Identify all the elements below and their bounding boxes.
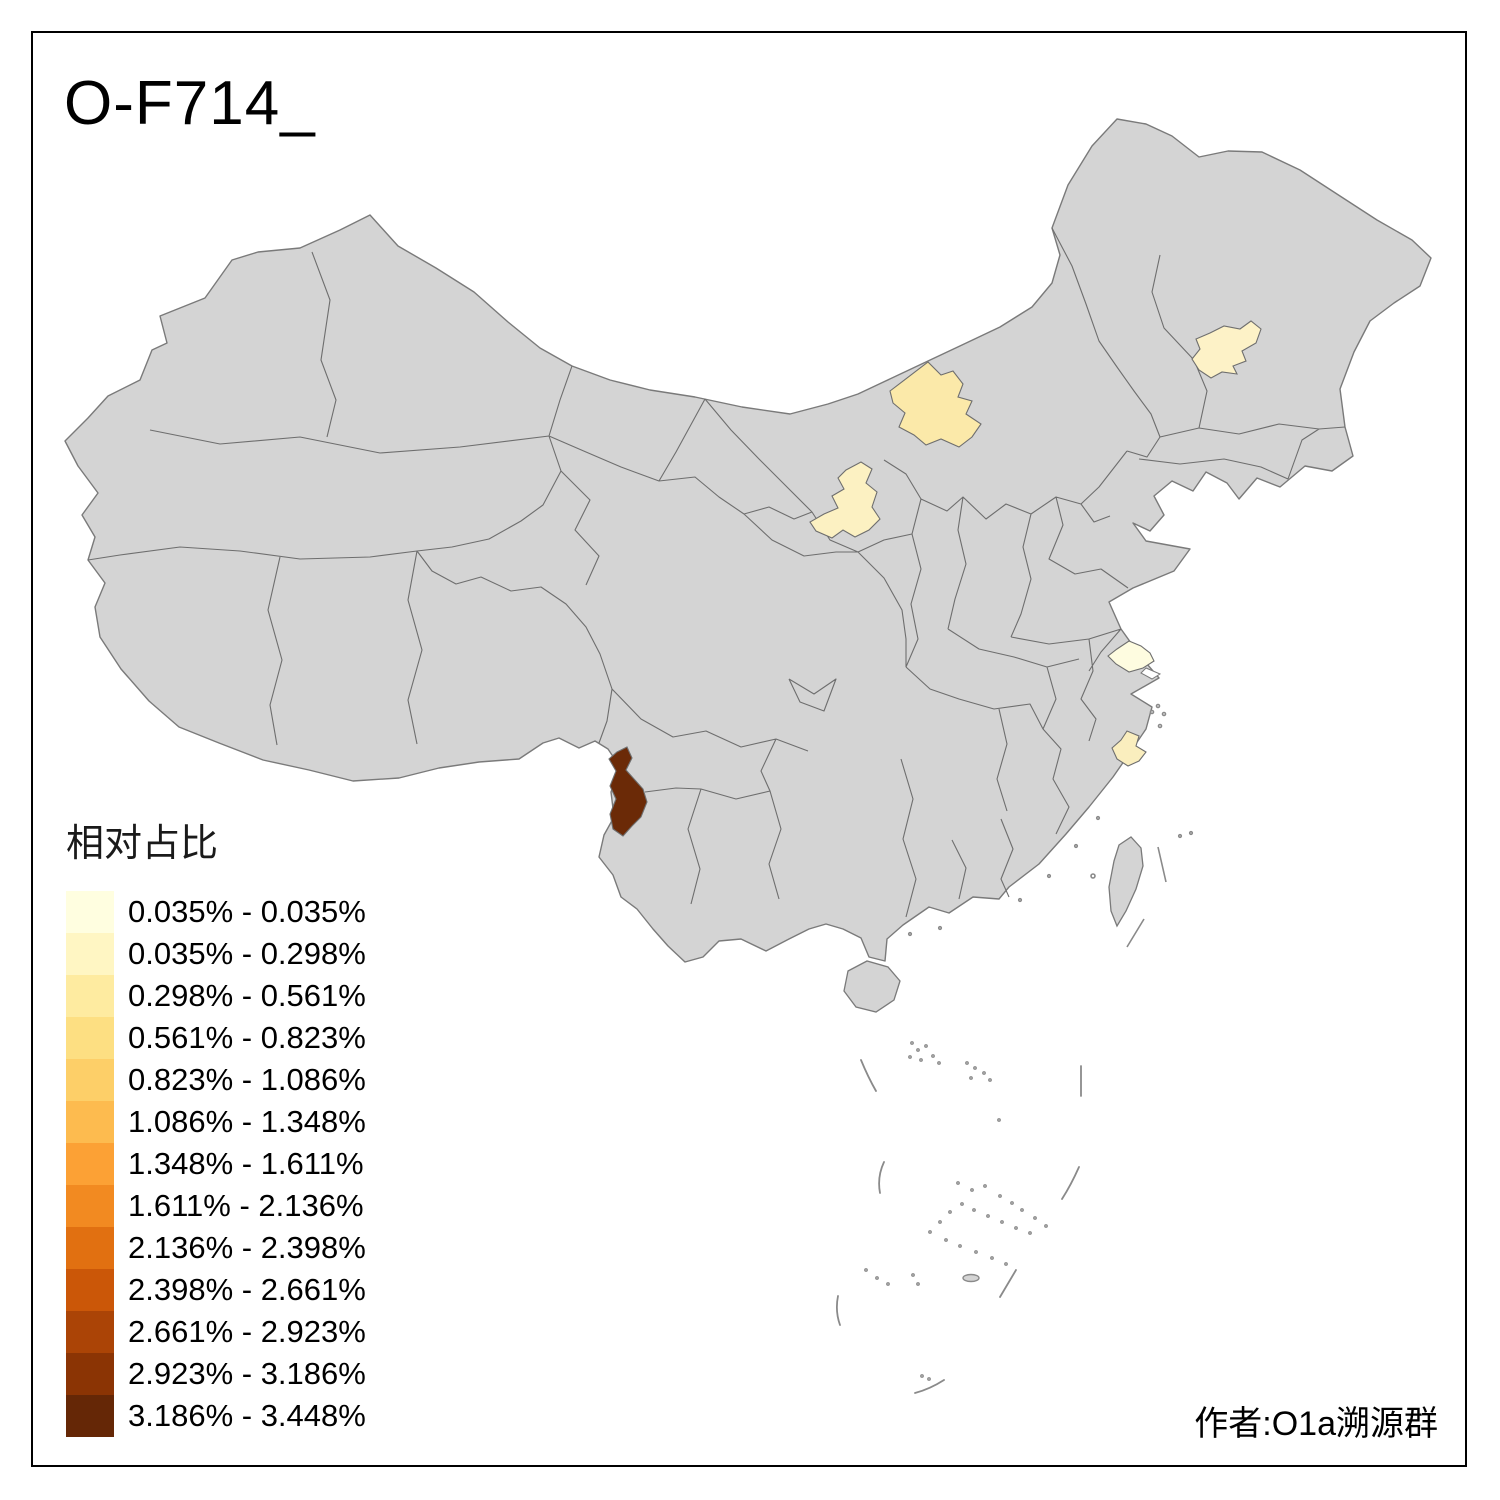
- legend-swatch: [66, 1185, 114, 1227]
- legend-row: 0.298% - 0.561%: [66, 975, 366, 1017]
- south-china-sea-islets: [864, 1041, 1048, 1381]
- coastal-islets: [907, 703, 1194, 937]
- legend-label: 3.186% - 3.448%: [128, 1398, 366, 1433]
- legend-row: 1.611% - 2.136%: [66, 1185, 366, 1227]
- legend-swatch: [66, 1269, 114, 1311]
- legend-label: 0.823% - 1.086%: [128, 1062, 366, 1097]
- legend-label: 0.035% - 0.298%: [128, 936, 366, 971]
- taiwan-island: [1108, 836, 1144, 928]
- legend-label: 0.035% - 0.035%: [128, 894, 366, 929]
- legend-swatch: [66, 1101, 114, 1143]
- region-zhejiang-coast-area: [1111, 730, 1147, 767]
- legend-row: 1.348% - 1.611%: [66, 1143, 366, 1185]
- legend-label: 1.611% - 2.136%: [128, 1188, 364, 1223]
- legend-label: 2.398% - 2.661%: [128, 1272, 366, 1307]
- legend-row: 2.136% - 2.398%: [66, 1227, 366, 1269]
- east-boundary-lines: [1126, 846, 1167, 948]
- legend-title: 相对占比: [66, 823, 219, 865]
- legend-swatch: [66, 891, 114, 933]
- page-title: O-F714_: [64, 69, 316, 138]
- legend-row: 0.561% - 0.823%: [66, 1017, 366, 1059]
- attribution-text: 作者:O1a溯源群: [1194, 1405, 1438, 1443]
- legend-swatch: [66, 975, 114, 1017]
- legend-row: 2.923% - 3.186%: [66, 1353, 366, 1395]
- legend-row: 2.661% - 2.923%: [66, 1311, 366, 1353]
- region-jiangsu-coast-area: [1107, 640, 1155, 673]
- yangtze-mouth-island: [1140, 667, 1162, 680]
- legend-label: 0.561% - 0.823%: [128, 1020, 366, 1055]
- legend-swatch: [66, 1059, 114, 1101]
- legend-swatch: [66, 1395, 114, 1437]
- legend-swatch: [66, 1017, 114, 1059]
- legend-label: 1.348% - 1.611%: [128, 1146, 364, 1181]
- legend-label: 2.661% - 2.923%: [128, 1314, 366, 1349]
- legend-row: 0.035% - 0.035%: [66, 891, 366, 933]
- legend-label: 1.086% - 1.348%: [128, 1104, 366, 1139]
- legend-row: 2.398% - 2.661%: [66, 1269, 366, 1311]
- legend-row: 1.086% - 1.348%: [66, 1101, 366, 1143]
- legend-rows: 0.035% - 0.035% 0.035% - 0.298% 0.298% - 0…: [66, 891, 366, 1437]
- hainan-island: [843, 960, 901, 1013]
- region-inner-mongolia-area: [889, 361, 982, 448]
- legend-label: 0.298% - 0.561%: [128, 978, 366, 1013]
- legend-swatch: [66, 933, 114, 975]
- legend-row: 0.035% - 0.298%: [66, 933, 366, 975]
- region-ningxia-area: [809, 461, 881, 539]
- legend-swatch: [66, 1227, 114, 1269]
- china-mainland-shape: [64, 118, 1432, 963]
- legend: 相对占比 0.035% - 0.035% 0.035% - 0.298% 0.298…: [66, 812, 366, 1437]
- legend-row: 3.186% - 3.448%: [66, 1395, 366, 1437]
- legend-swatch: [66, 1143, 114, 1185]
- legend-label: 2.136% - 2.398%: [128, 1230, 366, 1265]
- legend-row: 0.823% - 1.086%: [66, 1059, 366, 1101]
- region-northeast-harbin-area: [1191, 320, 1262, 379]
- legend-label: 2.923% - 3.186%: [128, 1356, 366, 1391]
- region-west-yunnan-area: [608, 746, 648, 837]
- legend-swatch: [66, 1353, 114, 1395]
- legend-swatch: [66, 1311, 114, 1353]
- nine-dash-line-segments: [835, 1059, 1082, 1394]
- province-borders: [87, 227, 1346, 918]
